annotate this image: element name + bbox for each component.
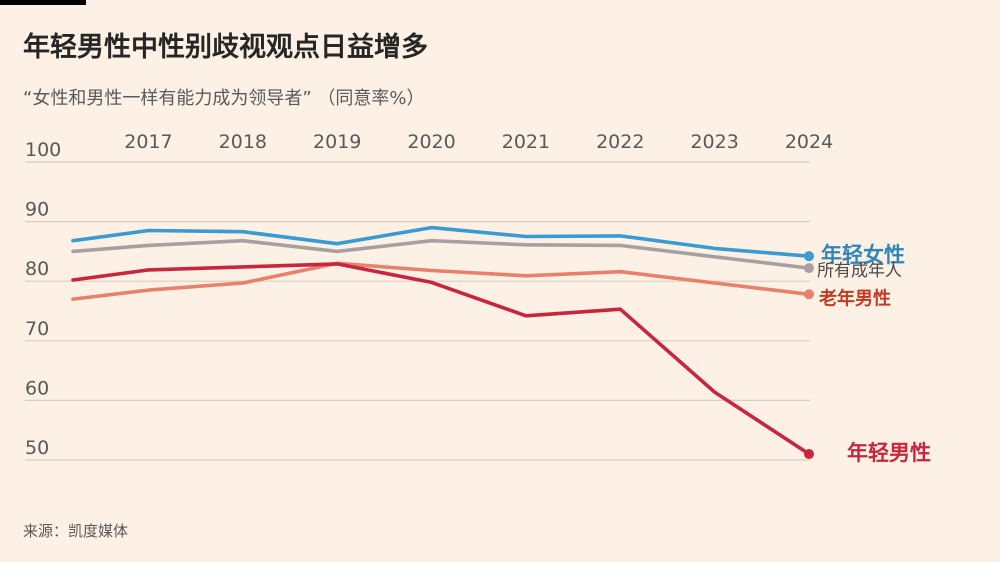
gridlines	[25, 161, 810, 461]
brand-top-bar	[0, 0, 86, 5]
chart-subtitle: “女性和男性一样有能力成为领导者” （同意率%）	[23, 88, 425, 109]
y-axis-ticks: 100 90 80 70 60 50	[25, 139, 61, 459]
series-line	[71, 225, 811, 259]
series-lines	[71, 225, 814, 460]
source-note: 来源：凯度媒体	[23, 522, 129, 540]
x-tick-label: 2024	[785, 131, 833, 153]
series-label: 老年男性	[819, 287, 891, 309]
y-tick-label: 50	[25, 437, 49, 459]
x-tick-label: 2018	[219, 131, 267, 153]
x-tick-label: 2022	[596, 131, 644, 153]
series-end-marker	[804, 449, 814, 460]
y-tick-label: 90	[25, 199, 49, 221]
series-line	[71, 238, 811, 270]
x-tick-label: 2019	[313, 131, 361, 153]
chart-title: 年轻男性中性别歧视观点日益增多	[23, 32, 428, 63]
series-end-marker	[804, 289, 814, 300]
series-line	[71, 262, 811, 456]
y-tick-label: 80	[25, 258, 49, 280]
series-end-marker	[804, 263, 814, 274]
x-tick-label: 2021	[502, 131, 550, 153]
series-line	[71, 261, 811, 301]
y-tick-label: 100	[25, 139, 61, 161]
series-label: 所有成年人	[817, 261, 902, 281]
y-tick-label: 60	[25, 377, 49, 399]
y-tick-label: 70	[25, 318, 49, 340]
x-axis-ticks: 2017 2018 2019 2020 2021 2022 2023 2024	[124, 131, 833, 153]
x-tick-label: 2017	[124, 131, 172, 153]
series-label: 年轻男性	[847, 441, 931, 465]
x-tick-label: 2023	[690, 131, 738, 153]
x-tick-label: 2020	[407, 131, 455, 153]
series-end-marker	[804, 251, 814, 262]
series-label: 年轻女性	[821, 243, 905, 267]
